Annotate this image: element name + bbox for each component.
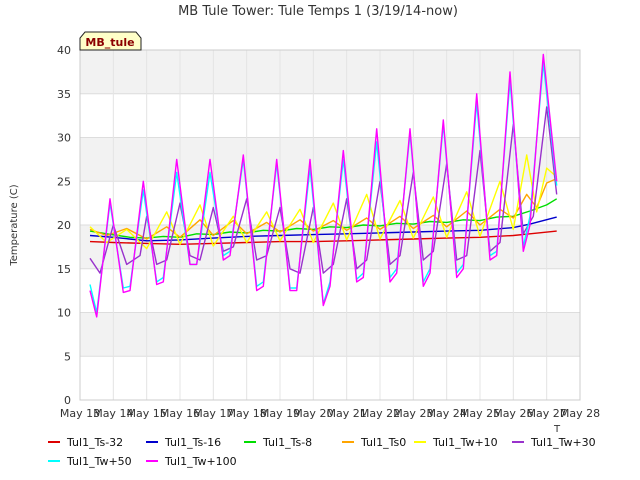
legend-label: Tul1_Ts-8 <box>262 436 312 449</box>
legend-label: Tul1_Tw+50 <box>66 455 132 468</box>
legend-item: Tul1_Ts0 <box>342 436 406 449</box>
legend-item: Tul1_Tw+30 <box>512 436 596 449</box>
x-tick-label: May 26 <box>493 407 533 420</box>
legend-item: Tul1_Tw+50 <box>48 455 132 468</box>
series-line-tul1-tw-30 <box>89 106 558 274</box>
x-tick-label: May 20 <box>293 407 333 420</box>
legend-label: Tul1_Tw+10 <box>432 436 498 449</box>
series-lines <box>89 53 558 318</box>
plot-band <box>80 50 580 94</box>
x-tick-label: May 14 <box>93 407 133 420</box>
legend-item: Tul1_Ts-16 <box>146 436 221 449</box>
x-tick-label: May 24 <box>427 407 467 420</box>
x-tick-label: May 21 <box>327 407 367 420</box>
plot-band <box>80 137 580 182</box>
x-tick-label: May 28 <box>560 407 600 420</box>
site-label-badge: MB_tule <box>79 31 142 51</box>
y-tick-label: 5 <box>64 350 71 363</box>
y-axis-label: Temperature (C) <box>9 184 20 266</box>
x-tick-label: May 13 <box>60 407 100 420</box>
x-tick-label: May 16 <box>160 407 200 420</box>
series-line-tul1-tw-100 <box>89 53 558 318</box>
legend-label: Tul1_Tw+30 <box>530 436 596 449</box>
x-tick-label: May 22 <box>360 407 400 420</box>
x-tick-label: May 17 <box>193 407 233 420</box>
y-tick-label: 0 <box>64 394 71 407</box>
chart-title: MB Tule Tower: Tule Temps 1 (3/19/14-now… <box>178 4 458 19</box>
x-tick-label: May 18 <box>227 407 267 420</box>
y-tick-label: 25 <box>57 175 71 188</box>
legend-label: Tul1_Ts0 <box>360 436 406 449</box>
legend-item: Tul1_Tw+100 <box>146 455 237 468</box>
x-tick-label: May 23 <box>393 407 433 420</box>
x-tick-label: May 15 <box>127 407 167 420</box>
site-label-box <box>79 31 142 51</box>
plot-band <box>80 312 580 357</box>
legend-item: Tul1_Ts-8 <box>244 436 312 449</box>
y-tick-label: 40 <box>57 44 71 57</box>
legend-label: Tul1_Ts-16 <box>164 436 221 449</box>
legend: Tul1_Ts-32 Tul1_Ts-16 Tul1_Ts-8 Tul1_Ts0 Tul… <box>48 436 596 468</box>
x-axis-label-fragment: T <box>553 424 561 435</box>
y-tick-label: 15 <box>57 263 71 276</box>
x-tick-label: May 27 <box>527 407 567 420</box>
legend-item: Tul1_Tw+10 <box>414 436 498 449</box>
series-line-tul1-ts0 <box>89 177 557 240</box>
y-tick-label: 35 <box>57 88 71 101</box>
x-tick-label: May 19 <box>260 407 300 420</box>
legend-item: Tul1_Ts-32 <box>48 436 123 449</box>
plot-frame <box>79 49 581 401</box>
series-line-tul1-ts-32 <box>89 230 557 245</box>
plot-band <box>80 225 580 269</box>
series-line-tul1-ts-16 <box>89 216 557 242</box>
legend-label: Tul1_Ts-32 <box>66 436 123 449</box>
site-label-text: MB_tule <box>85 36 134 49</box>
y-tick-label: 10 <box>57 307 71 320</box>
legend-label: Tul1_Tw+100 <box>164 455 237 468</box>
axes <box>79 49 581 401</box>
x-tick-label: May 25 <box>460 407 500 420</box>
y-tick-label: 20 <box>57 219 71 232</box>
y-tick-label: 30 <box>57 132 71 145</box>
